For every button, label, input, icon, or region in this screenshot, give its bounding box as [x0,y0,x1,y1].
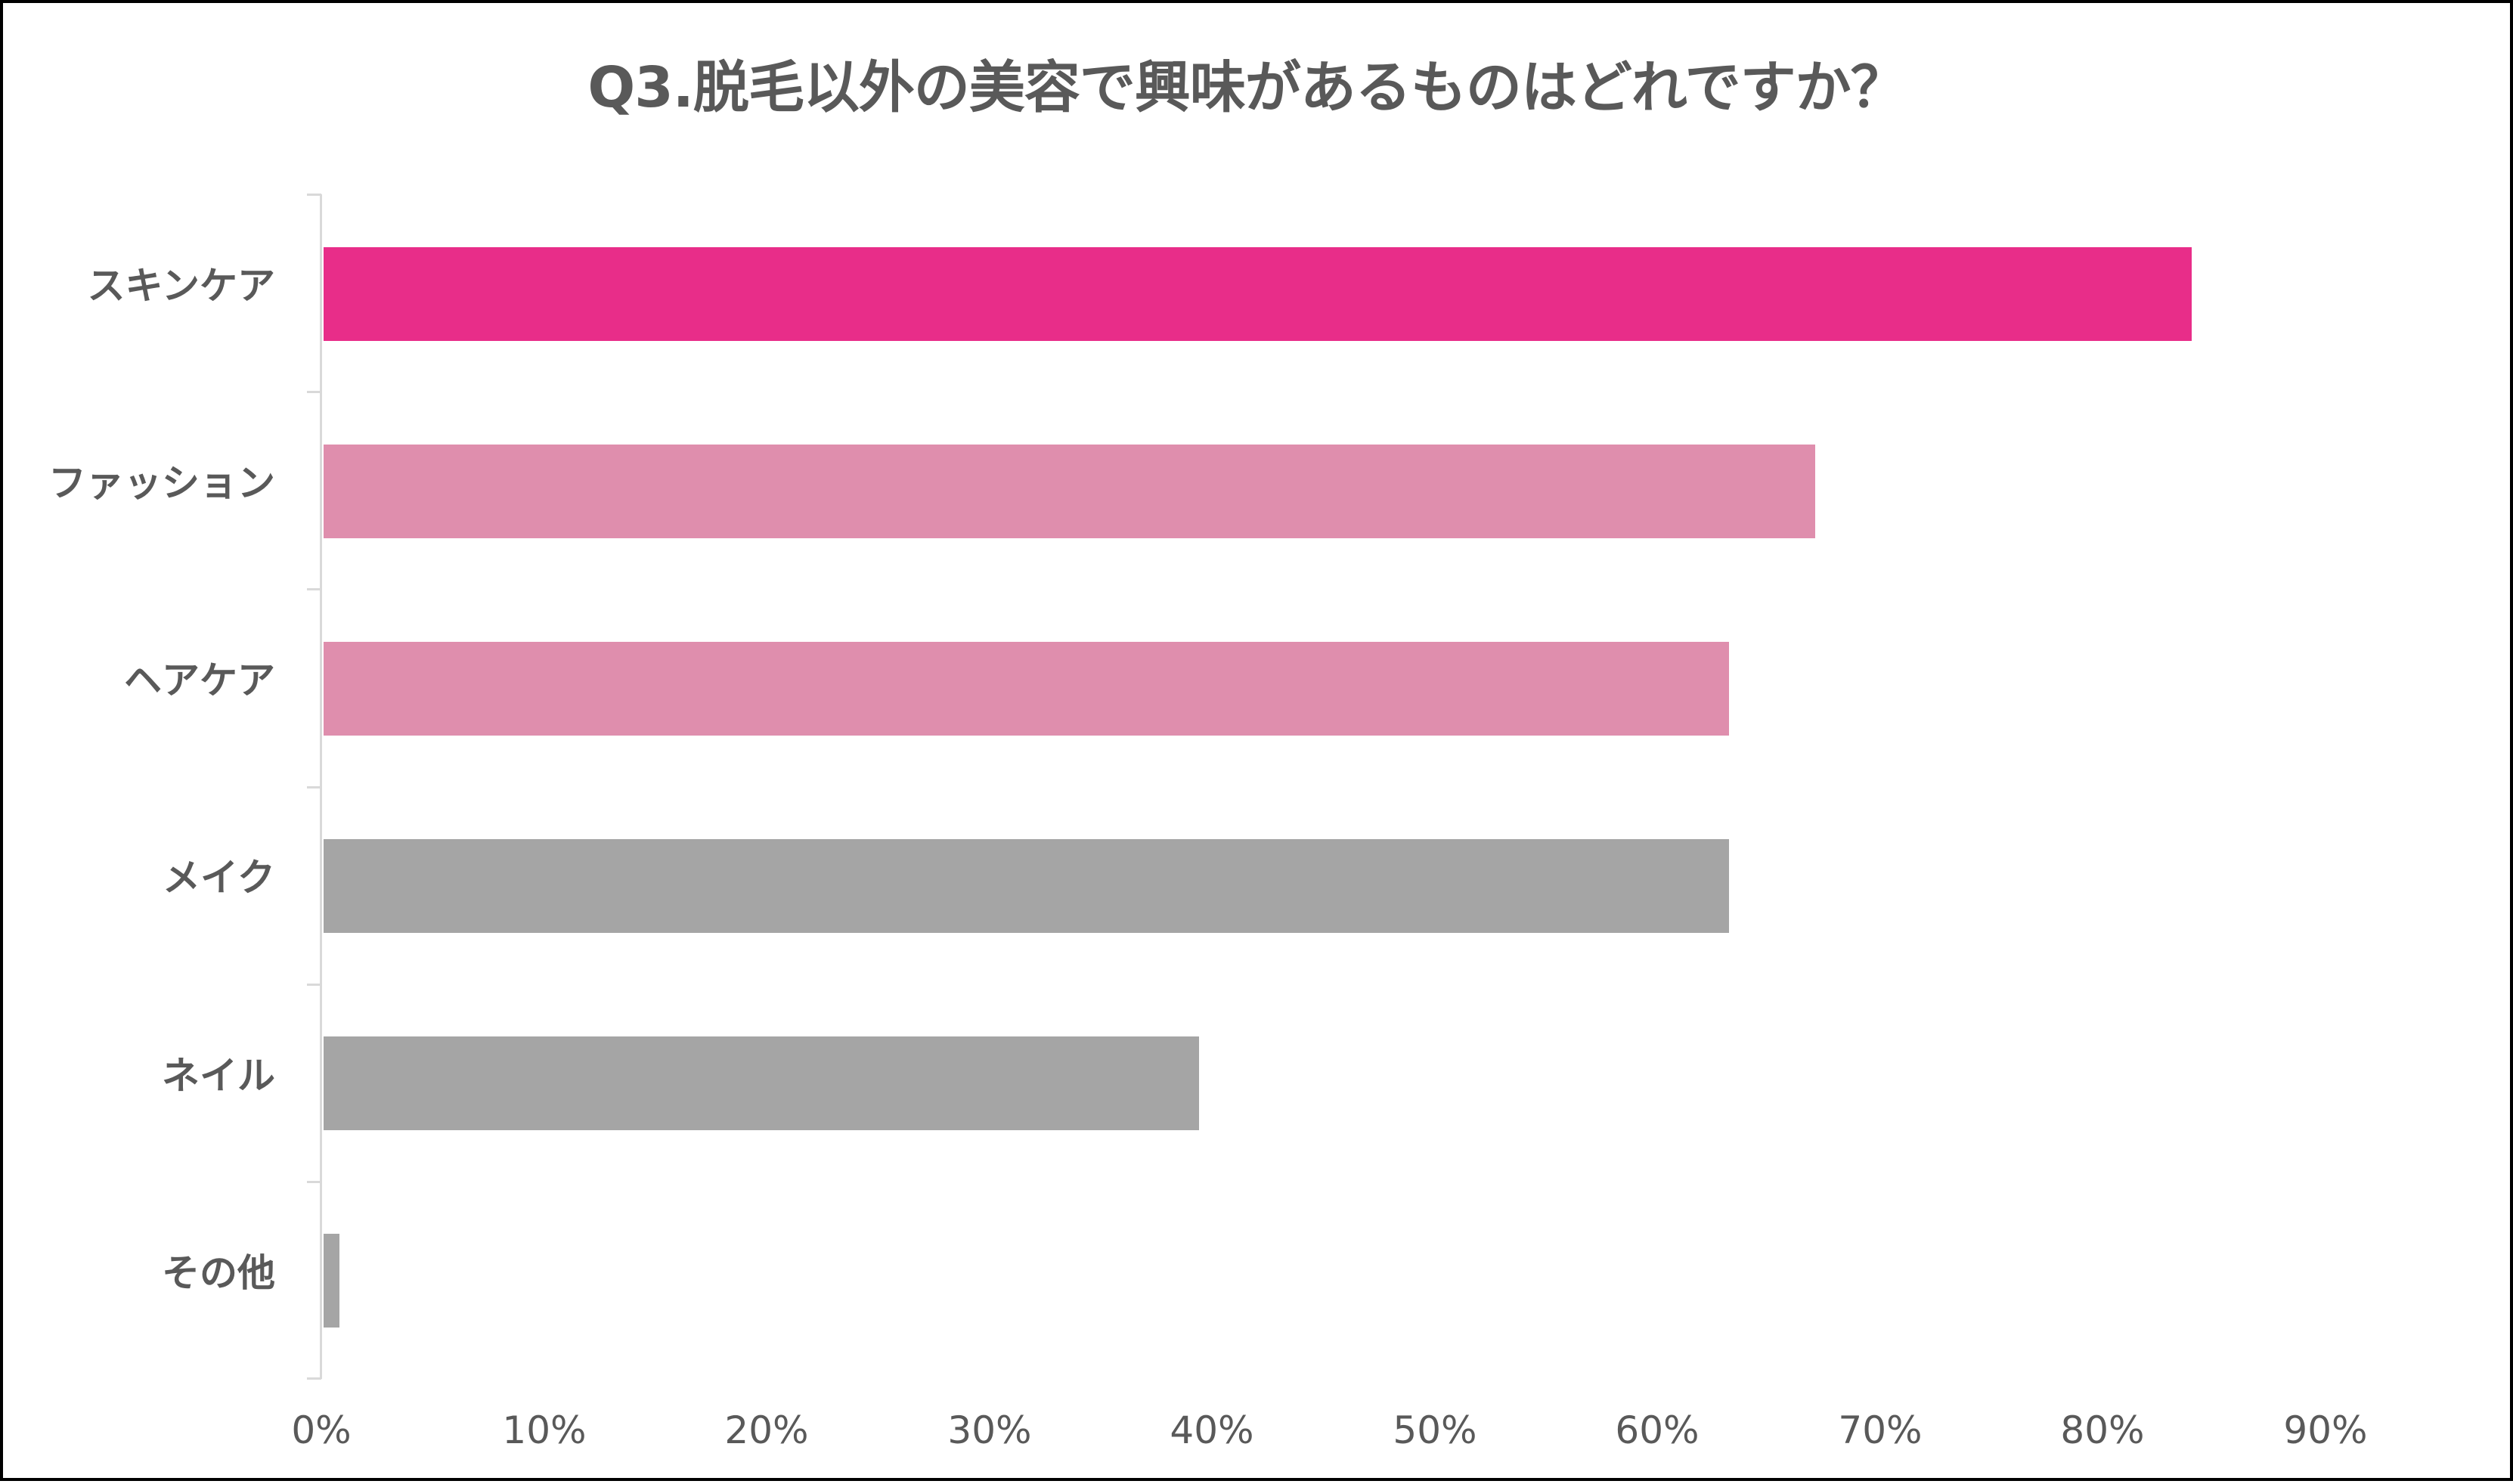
y-axis-tick [307,391,321,393]
bar-makeup [324,839,1729,933]
plot-area: スキンケア ファッション ヘアケア メイク ネイル その他 0% 10% 20%… [3,3,2513,1484]
y-axis-tick [307,588,321,590]
category-label-fashion: ファッション [48,461,275,505]
y-axis-tick [307,1181,321,1183]
x-tick-label: 10% [502,1408,587,1452]
category-label-haircare: ヘアケア [124,658,275,702]
x-tick-label: 30% [947,1408,1032,1452]
x-tick-label: 70% [1838,1408,1923,1452]
x-tick-label: 20% [724,1408,809,1452]
bar-other [324,1234,339,1328]
category-label-makeup: メイク [163,856,275,900]
y-axis-tick [307,984,321,986]
x-tick-label: 80% [2060,1408,2145,1452]
x-tick-label: 50% [1393,1408,1477,1452]
category-label-other: その他 [162,1251,275,1295]
y-axis-tick [307,1377,321,1380]
x-tick-label: 40% [1170,1408,1254,1452]
category-label-skincare: スキンケア [87,264,276,308]
bar-nail [324,1036,1199,1130]
category-label-nail: ネイル [162,1054,275,1098]
y-axis-tick [307,786,321,788]
bar-haircare [324,642,1729,736]
bar-skincare [324,247,2192,341]
chart-title: Q3.脱毛以外の美容で興味があるものはどれですか？ [587,55,1906,120]
x-tick-label: 60% [1615,1408,1700,1452]
bar-fashion [324,445,1816,538]
x-tick-label: 90% [2283,1408,2368,1452]
x-tick-label: 0% [291,1408,352,1452]
y-axis-tick [307,194,321,196]
